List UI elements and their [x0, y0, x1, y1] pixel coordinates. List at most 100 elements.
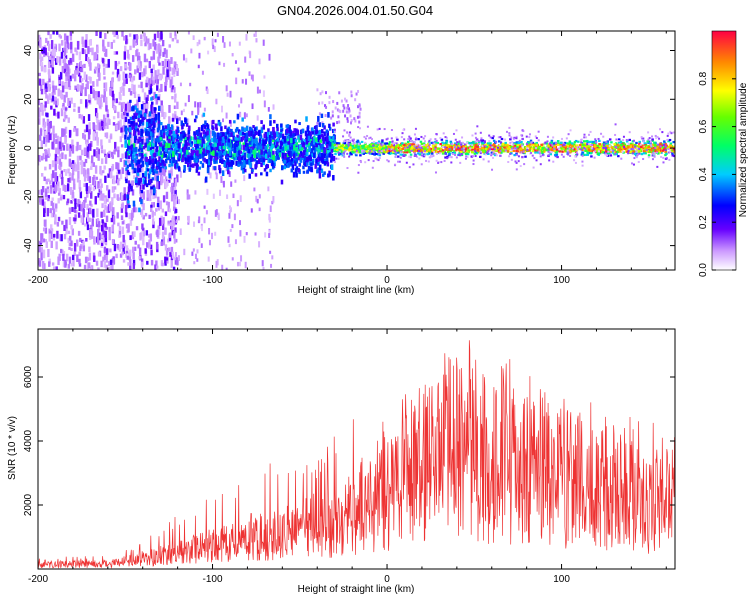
- spectrogram-cell: [84, 223, 87, 227]
- spectrogram-cell: [294, 160, 297, 166]
- spectrogram-cell: [223, 161, 226, 167]
- spectrogram-cell: [589, 144, 592, 148]
- spectrogram-cell: [174, 178, 177, 187]
- spectrogram-cell: [506, 147, 510, 150]
- spectrogram-cell: [40, 240, 43, 244]
- spectrogram-cell: [348, 140, 351, 144]
- spectrogram-cell: [468, 142, 472, 145]
- spectrogram-cell: [290, 157, 294, 162]
- spectrogram-cell: [145, 183, 149, 188]
- spectrogram-cell: [196, 130, 199, 135]
- spectrogram-cell: [227, 132, 231, 138]
- spectrogram-cell: [255, 137, 258, 144]
- spectrogram-cell: [193, 157, 196, 163]
- spectrogram-cell: [447, 154, 451, 157]
- spectrogram-cell: [129, 249, 132, 257]
- spectrogram-cell: [451, 146, 454, 149]
- spectrogram-cell: [169, 32, 172, 39]
- spectrogram-cell: [281, 165, 284, 171]
- spectrogram-cell: [148, 78, 151, 86]
- spectrogram-cell: [232, 131, 235, 138]
- spectrogram-cell: [332, 122, 335, 127]
- spectrogram-cell: [124, 140, 127, 146]
- spectrogram-cell: [50, 200, 53, 206]
- spectrogram-cell: [63, 169, 66, 173]
- spectrogram-cell: [145, 58, 149, 63]
- spectrogram-cell: [54, 133, 58, 138]
- spectrogram-cell: [58, 188, 61, 194]
- spectrogram-cell: [157, 43, 161, 53]
- spectrogram-cell: [344, 139, 347, 142]
- spectrogram-cell: [150, 118, 154, 125]
- spectrogram-cell: [473, 152, 477, 155]
- spectrogram-cell: [615, 153, 618, 156]
- spectrogram-cell: [38, 109, 41, 118]
- spectrogram-cell: [150, 97, 153, 101]
- spectrogram-cell: [63, 233, 67, 240]
- spectrogram-cell: [140, 198, 143, 205]
- spectrogram-cell: [150, 140, 154, 145]
- spectrogram-cell: [263, 133, 266, 139]
- spectrogram-cell: [141, 109, 144, 115]
- spectrogram-cell: [145, 97, 148, 104]
- spectrogram-cell: [54, 153, 58, 162]
- spectrogram-cell: [353, 150, 357, 153]
- spectrogram-cell: [81, 36, 84, 45]
- spectrogram-cell: [168, 44, 171, 48]
- spectrogram-cell: [434, 151, 438, 154]
- spectrogram-cell: [533, 142, 537, 146]
- spectrogram-cell: [57, 198, 60, 204]
- spectrogram-cell: [352, 143, 356, 146]
- spectrogram-cell: [74, 214, 77, 220]
- spectrogram-cell: [73, 128, 76, 132]
- spectrogram-cell: [241, 126, 244, 132]
- spectrogram-cell: [127, 101, 130, 111]
- spectrogram-cell: [145, 157, 148, 162]
- spectrogram-cell: [153, 211, 156, 216]
- spectrogram-cell: [69, 75, 72, 82]
- spectrogram-cell: [46, 118, 50, 126]
- spectrogram-cell: [97, 91, 100, 98]
- spectrogram-cell: [534, 150, 537, 153]
- spectrogram-cell: [145, 121, 149, 128]
- spectrogram-cell: [62, 259, 66, 268]
- spectrogram-cell: [253, 33, 256, 37]
- spectrogram-cell: [68, 242, 72, 247]
- spectrogram-cell: [613, 150, 617, 154]
- spectrogram-cell: [76, 254, 79, 263]
- spectrogram-cell: [329, 136, 333, 141]
- spectrogram-cell: [88, 39, 92, 46]
- spectrogram-cell: [165, 142, 168, 149]
- spectrogram-cell: [523, 146, 527, 149]
- spectrogram-cell: [654, 149, 657, 153]
- spectrogram-cell: [113, 243, 117, 252]
- spectrogram-cell: [324, 136, 328, 142]
- spectrogram-cell: [162, 51, 165, 57]
- spectrogram-cell: [206, 88, 209, 95]
- spectrogram-cell: [162, 236, 166, 246]
- spectrogram-cell: [55, 31, 59, 35]
- spectrogram-cell: [38, 34, 41, 41]
- spectrogram-cell: [50, 212, 54, 218]
- spectrogram-cell: [116, 212, 119, 219]
- spectrogram-cell: [149, 233, 153, 242]
- spectrogram-cell: [117, 111, 120, 119]
- spectrogram-cell: [50, 228, 54, 232]
- spectrogram-cell: [237, 160, 241, 164]
- spectrogram-cell: [112, 207, 115, 215]
- spectrogram-cell: [222, 180, 225, 188]
- spectrogram-cell: [88, 252, 92, 261]
- spectrogram-cell: [103, 246, 107, 253]
- spectrogram-cell: [339, 110, 342, 114]
- spectrogram-cell: [184, 137, 188, 141]
- spectrogram-cell: [536, 144, 539, 148]
- spectrogram-cell: [83, 264, 87, 270]
- spectrogram-cell: [188, 164, 191, 170]
- spectrogram-cell: [79, 237, 82, 242]
- spectrogram-cell: [90, 230, 94, 239]
- spectrogram-cell: [166, 238, 170, 243]
- spectrogram-cell: [635, 152, 639, 155]
- spectrogram-cell: [164, 256, 167, 264]
- spectrogram-cell: [100, 149, 104, 154]
- spectrogram-cell: [144, 248, 147, 254]
